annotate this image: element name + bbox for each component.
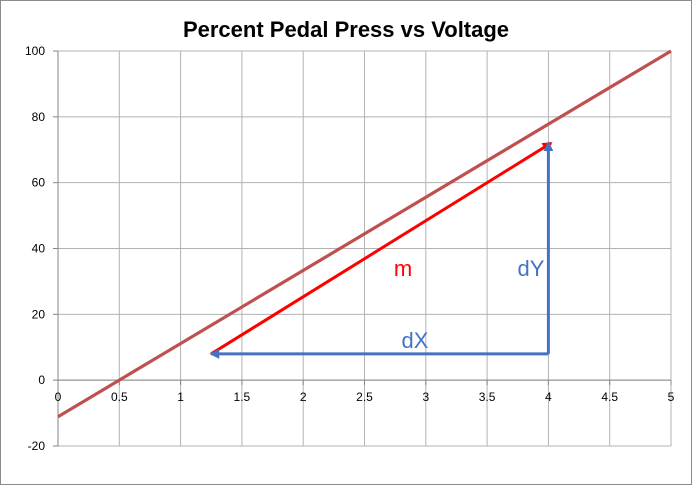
y-tick-label: 60 [32,176,46,190]
y-tick-label: 0 [38,373,45,387]
y-tick-label: 80 [32,110,46,124]
y-tick-label: -20 [28,439,46,453]
grid [57,50,672,447]
x-tick-label: 4.5 [601,390,618,404]
x-tick-label: 2.5 [356,390,373,404]
annotation-layer: m dX dY [209,141,554,359]
x-tick-label: 0.5 [111,390,128,404]
x-tick-label: 3 [422,390,429,404]
x-tick-label: 5 [668,390,675,404]
x-tick-label: 1 [177,390,184,404]
y-tick-label: 100 [25,44,45,58]
slope-arrow [210,141,553,356]
x-tick-label: 0 [55,390,62,404]
x-tick-label: 1.5 [234,390,251,404]
dy-label: dY [518,256,545,281]
axes: -20 0 20 40 60 80 100 0 0.5 1 1.5 2 2.5 3 3.5 4 4.5 5 [25,44,675,453]
x-tick-label: 3.5 [479,390,496,404]
chart-title: Percent Pedal Press vs Voltage [183,17,509,42]
x-tick-label: 2 [300,390,307,404]
dx-label: dX [402,328,429,353]
series-line [57,49,672,419]
y-tick-label: 40 [32,242,46,256]
series-layer [57,49,672,419]
slope-label: m [394,256,412,281]
x-tick-label: 4 [545,390,552,404]
y-tick-label: 20 [32,307,46,321]
